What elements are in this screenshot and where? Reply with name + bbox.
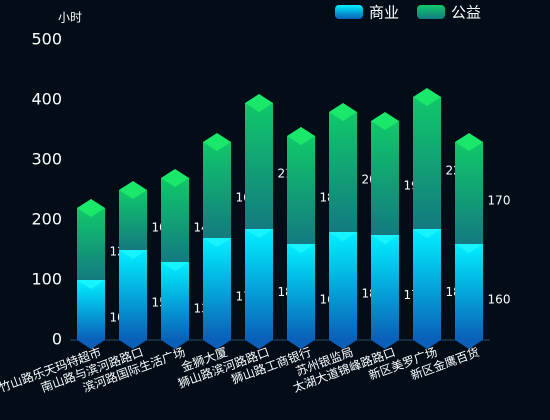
legend-label: 公益	[451, 4, 481, 22]
bar	[287, 244, 315, 340]
y-tick-label: 100	[31, 270, 62, 289]
bar-bottom	[77, 340, 105, 349]
bar-cap	[329, 103, 357, 121]
data-label: 160	[488, 293, 511, 307]
bar-bottom	[455, 340, 483, 349]
bar	[119, 250, 147, 340]
data-label: 170	[488, 194, 511, 208]
bar-bottom	[119, 340, 147, 349]
bar-bottom	[329, 340, 357, 349]
bar	[413, 229, 441, 340]
bar	[77, 280, 105, 340]
bar	[161, 178, 189, 262]
bar-bottom	[371, 340, 399, 349]
bar	[119, 190, 147, 250]
bar	[413, 97, 441, 229]
bar	[203, 238, 231, 340]
y-tick-label: 200	[31, 210, 62, 229]
bar-cap	[203, 133, 231, 151]
bar-cap	[455, 133, 483, 151]
legend-label: 商业	[369, 4, 399, 22]
bar-cap	[245, 94, 273, 112]
bar-cap	[77, 199, 105, 217]
bar	[455, 142, 483, 244]
bar	[329, 112, 357, 232]
y-axis-unit: 小时	[58, 11, 82, 25]
bar-cap	[371, 112, 399, 130]
bar	[371, 235, 399, 340]
bar-bottom	[245, 340, 273, 349]
bar	[245, 229, 273, 340]
bar	[287, 136, 315, 244]
y-tick-label: 0	[52, 330, 62, 349]
y-tick-label: 400	[31, 90, 62, 109]
bar	[329, 232, 357, 340]
bar-cap	[119, 181, 147, 199]
bar	[371, 121, 399, 235]
bar-bottom	[161, 340, 189, 349]
legend-swatch	[417, 5, 445, 19]
bar-bottom	[203, 340, 231, 349]
bar-bottom	[287, 340, 315, 349]
y-tick-label: 300	[31, 150, 62, 169]
bar-cap	[413, 88, 441, 106]
bar-cap	[161, 169, 189, 187]
bar	[455, 244, 483, 340]
bar	[245, 103, 273, 229]
bar-bottom	[413, 340, 441, 349]
legend-swatch	[335, 5, 363, 19]
bar	[203, 142, 231, 238]
bar-cap	[287, 127, 315, 145]
bar	[161, 262, 189, 340]
bar	[77, 208, 105, 280]
y-tick-label: 500	[31, 30, 62, 49]
